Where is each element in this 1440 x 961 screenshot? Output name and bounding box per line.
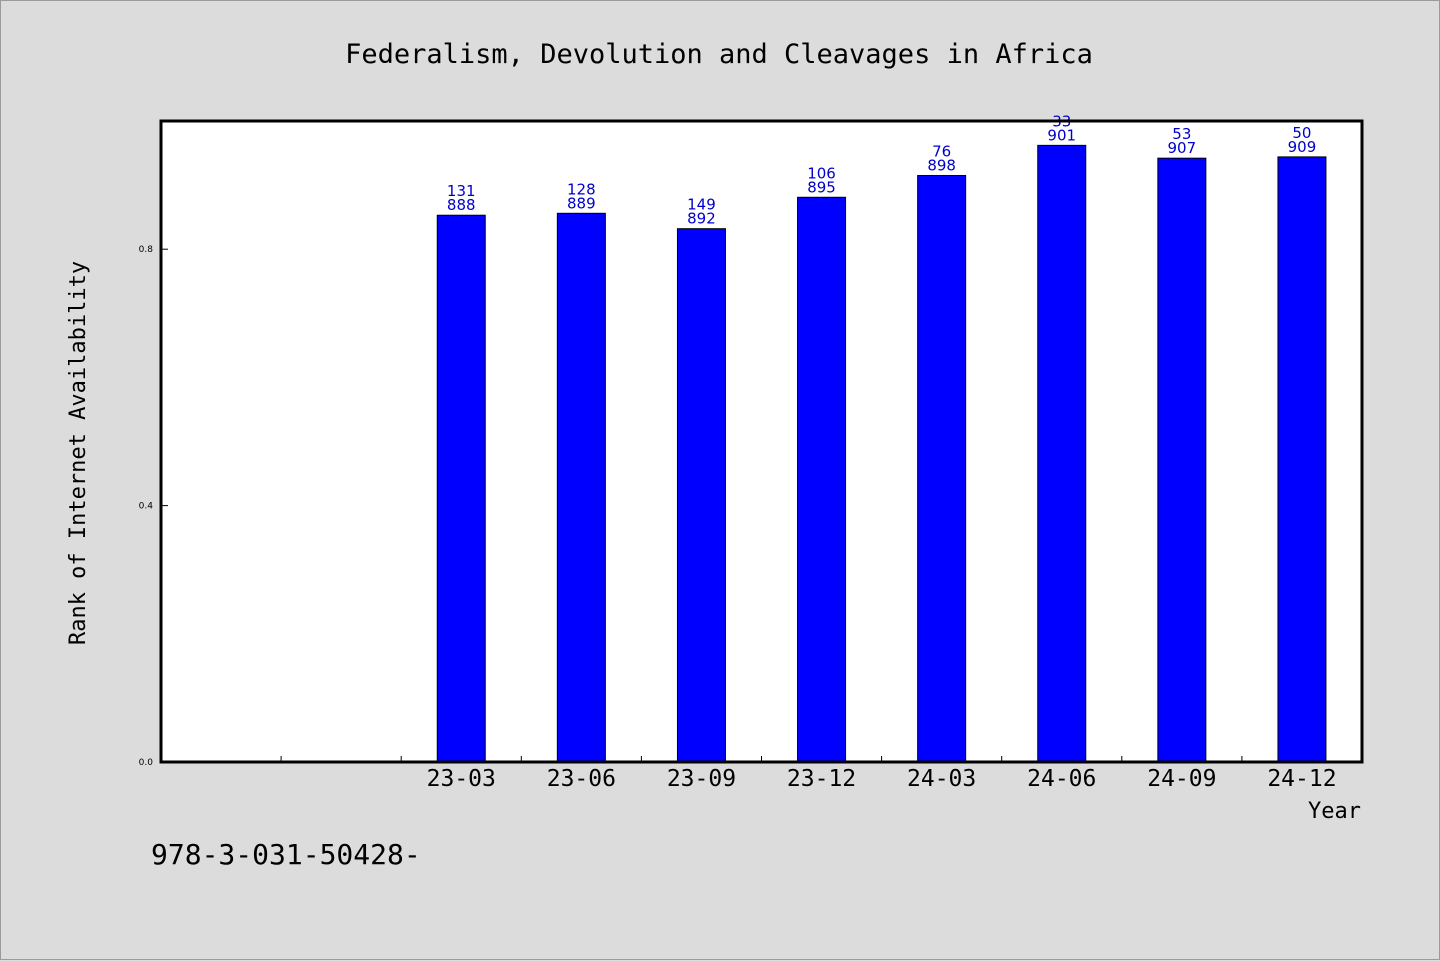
x-tick-label: 24-03 [907,766,976,792]
data-label-bottom: 888 [447,196,476,214]
bar-23-12 [798,197,846,762]
data-label-bottom: 895 [807,178,836,196]
y-axis-label: Rank of Internet Availability [66,261,91,645]
y-tick-label: 0.8 [139,245,154,255]
bar-24-06 [1038,145,1086,762]
data-label-bottom: 907 [1168,139,1197,157]
bar-23-03 [437,215,485,762]
data-label-bottom: 909 [1288,138,1317,156]
bar-24-12 [1278,157,1326,762]
x-axis-label: Year [1308,799,1361,824]
x-tick-label: 23-06 [547,766,616,792]
data-label-bottom: 889 [567,194,596,212]
data-label-bottom: 898 [927,156,956,174]
chart-title: Federalism, Devolution and Cleavages in … [345,39,1093,70]
x-tick-label: 23-03 [427,766,496,792]
y-tick-label: 0.4 [139,502,154,512]
data-label-bottom: 892 [687,210,716,228]
x-tick-label: 24-06 [1027,766,1096,792]
data-label-bottom: 901 [1047,126,1076,144]
x-tick-label: 23-12 [787,766,856,792]
footer-isbn: 978-3-031-50428- [151,838,421,871]
bar-23-09 [677,229,725,762]
x-tick-label: 23-09 [667,766,736,792]
x-tick-label: 24-12 [1267,766,1336,792]
x-tick-label: 24-09 [1147,766,1216,792]
bar-24-03 [918,175,966,762]
bar-23-06 [557,213,605,762]
bar-24-09 [1158,158,1206,762]
y-tick-label: 0.0 [139,758,154,768]
